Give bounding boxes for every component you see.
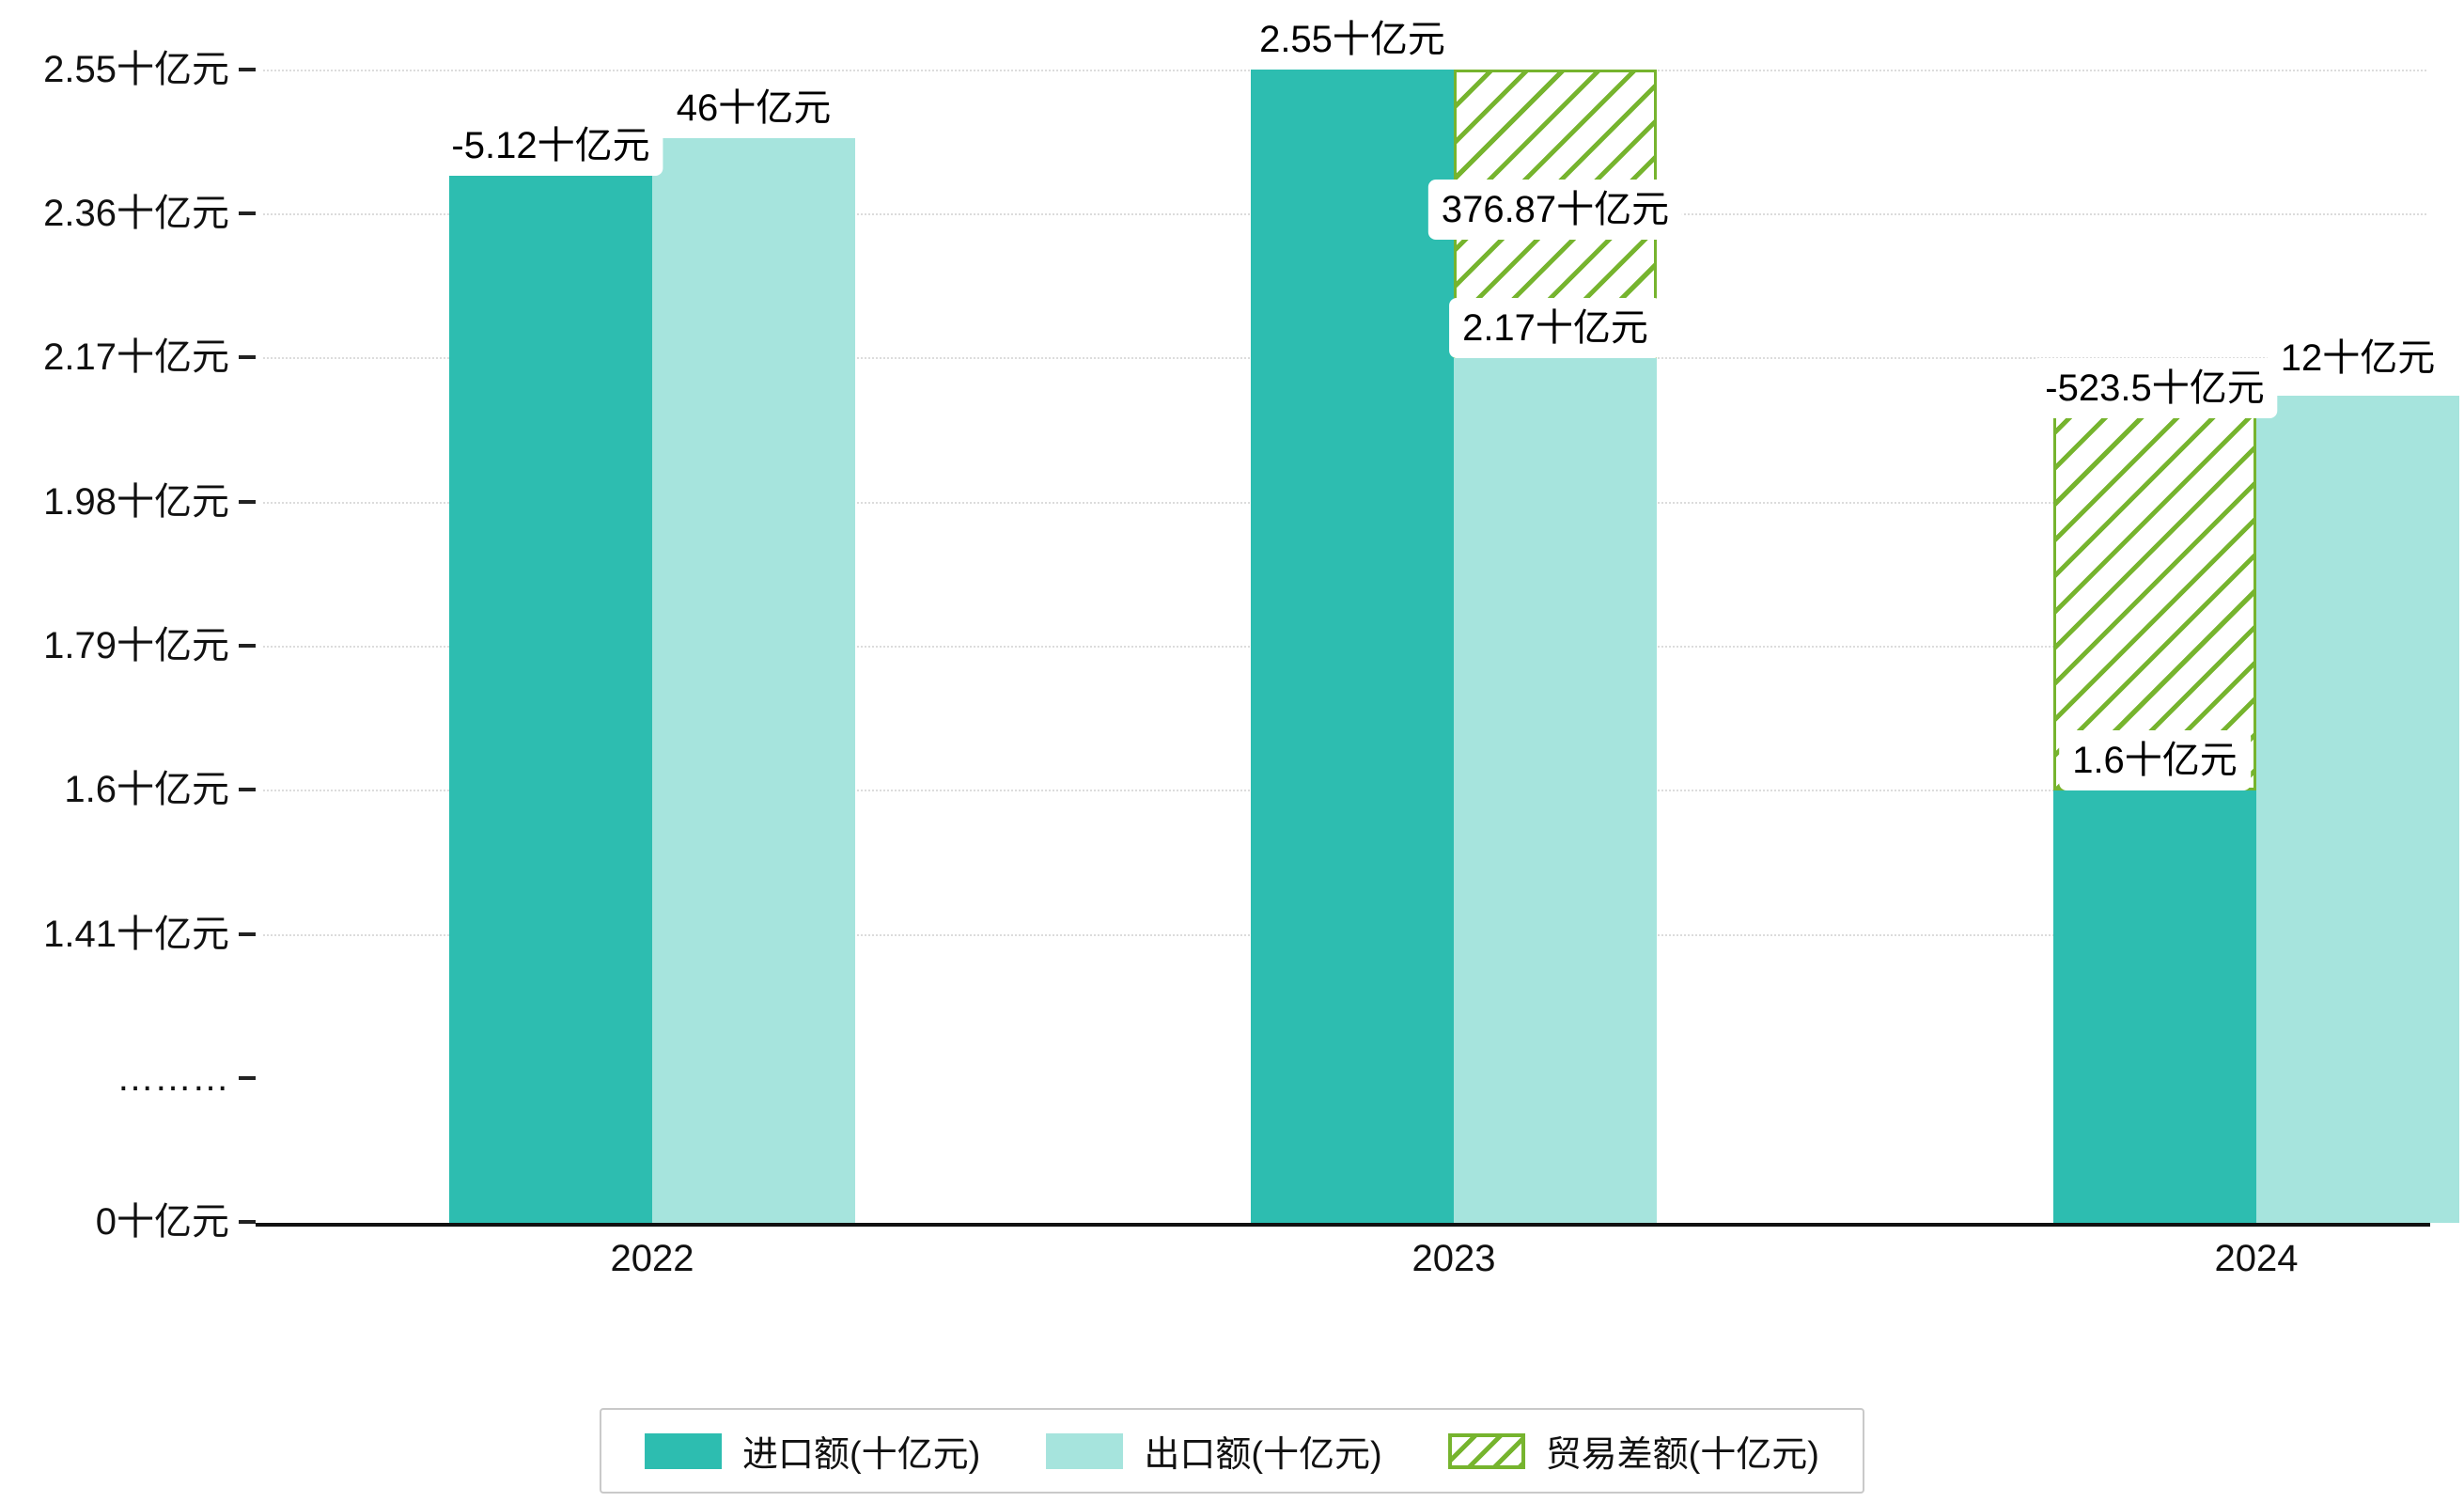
y-tick-mark xyxy=(239,1220,256,1225)
export-swatch xyxy=(1046,1432,1124,1469)
legend-label-import: 进口额(十亿元) xyxy=(742,1435,981,1475)
bar-value-label: 46十亿元 xyxy=(663,77,845,138)
legend-item-import: 进口额(十亿元) xyxy=(645,1425,980,1477)
y-tick-mark xyxy=(239,67,256,71)
y-tick-label: 1.98十亿元 xyxy=(43,480,229,523)
y-tick-label: 1.41十亿元 xyxy=(43,913,229,955)
bar-export-2024 xyxy=(2256,395,2459,1223)
bar-value-label: 2.17十亿元 xyxy=(1449,297,1661,358)
y-tick-mark xyxy=(239,499,256,504)
bar-import-2022 xyxy=(449,175,652,1223)
legend: 进口额(十亿元) 出口额(十亿元) 贸易差额(十亿元) xyxy=(600,1408,1864,1494)
y-tick-label: 0十亿元 xyxy=(95,1201,229,1244)
y-tick-mark xyxy=(239,355,256,360)
legend-label-export: 出口额(十亿元) xyxy=(1144,1435,1382,1475)
bar-value-label: 376.87十亿元 xyxy=(1427,180,1683,241)
bar-value-label: 2.55十亿元 xyxy=(1246,8,1458,70)
y-tick-mark xyxy=(239,931,256,936)
bar-value-label: -5.12十亿元 xyxy=(438,115,663,176)
y-tick-label: 2.36十亿元 xyxy=(43,192,229,234)
import-swatch xyxy=(645,1432,723,1469)
y-tick-mark xyxy=(239,1076,256,1081)
bar-export-2023 xyxy=(1454,357,1657,1223)
bar-import-2023 xyxy=(1251,69,1454,1223)
x-tick-label: 2024 xyxy=(2214,1238,2299,1279)
y-tick-label: 1.6十亿元 xyxy=(64,769,229,811)
y-tick-mark xyxy=(239,644,256,648)
bar-export-2022 xyxy=(652,137,855,1223)
legend-item-export: 出口额(十亿元) xyxy=(1046,1425,1382,1477)
trade-balance-hatch-2024 xyxy=(2053,395,2256,790)
bar-import-2024 xyxy=(2053,790,2256,1223)
x-tick-label: 2022 xyxy=(610,1238,694,1279)
bar-value-label: -523.5十亿元 xyxy=(2032,358,2278,419)
legend-item-balance: 贸易差额(十亿元) xyxy=(1447,1425,1819,1477)
bar-value-label: 12十亿元 xyxy=(2267,327,2449,388)
legend-label-balance: 贸易差额(十亿元) xyxy=(1545,1435,1819,1475)
x-axis-line xyxy=(256,1223,2430,1227)
bar-value-label: 1.6十亿元 xyxy=(2059,729,2251,790)
x-tick-label: 2023 xyxy=(1411,1238,1496,1279)
y-tick-mark xyxy=(239,211,256,215)
y-tick-label: 2.17十亿元 xyxy=(43,336,229,379)
y-tick-label: 1.79十亿元 xyxy=(43,625,229,666)
y-tick-label: ……… xyxy=(117,1057,229,1100)
y-tick-mark xyxy=(239,788,256,792)
y-tick-label: 2.55十亿元 xyxy=(43,48,229,90)
balance-swatch xyxy=(1447,1432,1525,1469)
